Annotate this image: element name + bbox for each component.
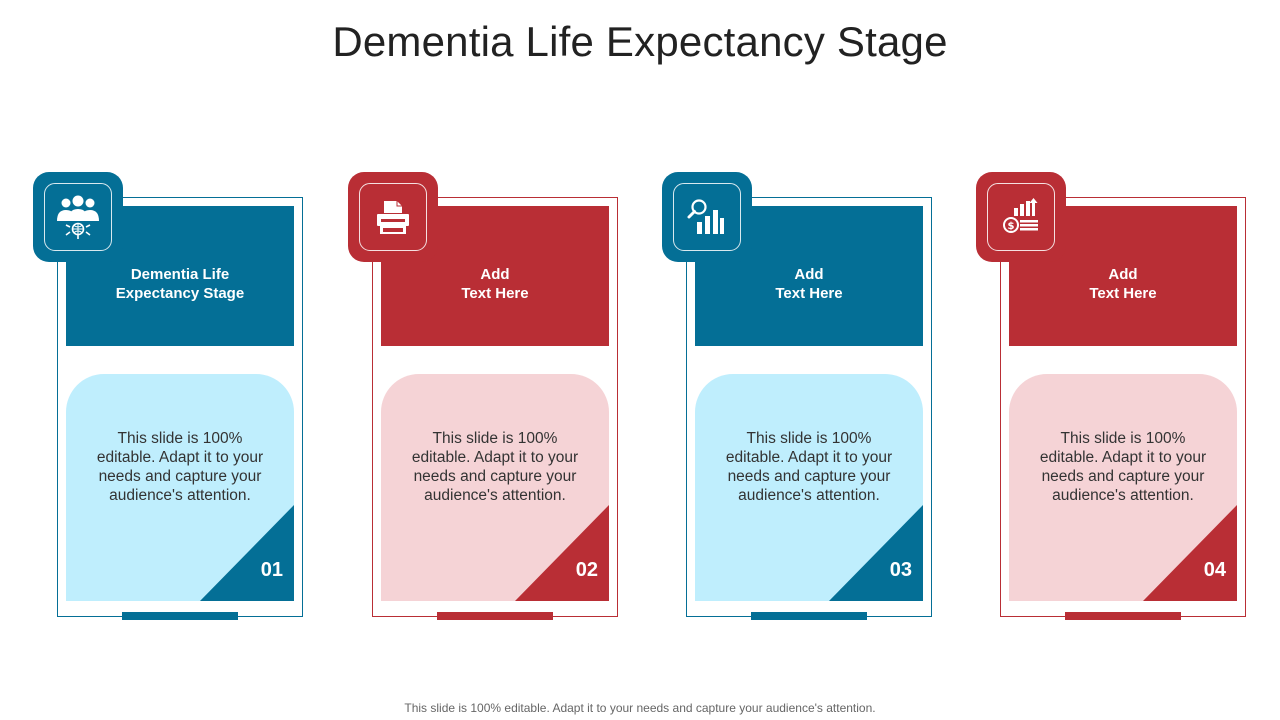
printer-icon: [359, 183, 427, 251]
card-corner-triangle: [200, 505, 294, 601]
card-description: This slide is 100% editable. Adapt it to…: [411, 430, 579, 504]
card-bottom-bar: [122, 612, 238, 620]
card-bottom-bar: [1065, 612, 1181, 620]
card-bottom-bar: [437, 612, 553, 620]
card-body: This slide is 100% editable. Adapt it to…: [695, 374, 923, 601]
card-number: 04: [1203, 559, 1226, 581]
svg-text:$: $: [1008, 221, 1015, 232]
footer-note: This slide is 100% editable. Adapt it to…: [404, 701, 876, 715]
money-growth-icon: $: [987, 183, 1055, 251]
card-body: This slide is 100% editable. Adapt it to…: [66, 374, 294, 601]
icon-tile: [662, 172, 752, 262]
card-header: Add Text Here: [695, 206, 923, 346]
card-corner-triangle: [1143, 505, 1237, 601]
card-heading: Add Text Here: [461, 266, 529, 302]
stage-card-3: Add Text Here This slide is 100% editabl…: [662, 172, 934, 624]
stage-card-2: Add Text Here This slide is 100% editabl…: [348, 172, 620, 624]
icon-tile: $: [976, 172, 1066, 262]
icon-tile: [33, 172, 123, 262]
team-network-icon: [44, 183, 112, 251]
stage-card-4: Add Text Here This slide is 100% editabl…: [976, 172, 1248, 624]
card-number: 01: [260, 559, 283, 581]
card-number: 02: [575, 559, 598, 581]
card-corner-triangle: [515, 505, 609, 601]
card-corner-triangle: [829, 505, 923, 601]
card-heading: Add Text Here: [1089, 266, 1157, 302]
card-body: This slide is 100% editable. Adapt it to…: [1009, 374, 1237, 601]
icon-tile: [348, 172, 438, 262]
search-chart-icon: [673, 183, 741, 251]
card-description: This slide is 100% editable. Adapt it to…: [725, 430, 893, 504]
card-heading: Dementia Life Expectancy Stage: [115, 266, 245, 302]
stage-card-1: Dementia Life Expectancy Stage This slid…: [33, 172, 305, 624]
card-bottom-bar: [751, 612, 867, 620]
card-heading: Add Text Here: [775, 266, 843, 302]
slide-title: Dementia Life Expectancy Stage: [332, 18, 948, 65]
card-description: This slide is 100% editable. Adapt it to…: [96, 430, 264, 504]
card-description: This slide is 100% editable. Adapt it to…: [1039, 430, 1207, 504]
card-body: This slide is 100% editable. Adapt it to…: [381, 374, 609, 601]
card-number: 03: [889, 559, 912, 581]
